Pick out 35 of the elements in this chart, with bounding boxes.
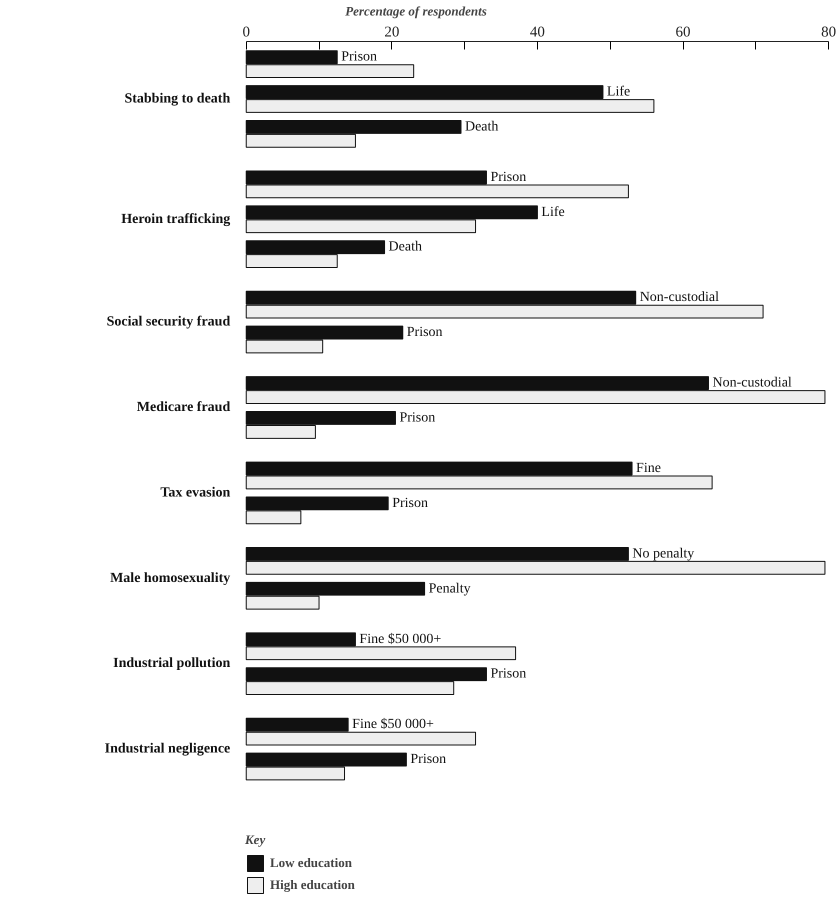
x-tick-label: 20 [384, 24, 400, 40]
x-tick-label: 40 [530, 24, 545, 40]
y-tick-label: Life [606, 84, 630, 100]
legend-label: Low education [270, 855, 352, 871]
y-tick-label: No penalty [632, 546, 694, 562]
y-tick-label: Fine [636, 461, 661, 476]
y-tick-label: Prison [406, 325, 443, 340]
x-tick-label: 80 [821, 24, 836, 40]
x-axis-title: Percentage of respondents [345, 4, 487, 18]
text: Industrial negligence [104, 742, 230, 757]
y-tick-label: Prison [341, 50, 378, 65]
y-tick-label: Death [388, 240, 422, 255]
text: Stabbing to death [124, 92, 230, 107]
y-tick-label: Death [464, 119, 498, 134]
y-tick-label: Prison [399, 410, 436, 426]
y-tick-label: Penalty [428, 581, 471, 596]
text: Male homosexuality [110, 570, 230, 586]
y-tick-label: Prison [490, 666, 526, 682]
y-tick-label: Life [541, 204, 565, 220]
y-tick-label: Fine $50 000+ [359, 632, 442, 647]
x-tick-label: 0 [242, 24, 250, 40]
y-tick-label: Prison [392, 496, 428, 511]
text: Heroin trafficking [121, 212, 230, 227]
y-tick-label: Prison [490, 170, 526, 185]
legend-label: High education [270, 877, 355, 893]
legend-title: Key [245, 832, 266, 848]
text: Medicare fraud [136, 400, 230, 415]
text: Social security fraud [106, 314, 230, 330]
y-tick-label: Prison [410, 752, 446, 768]
y-tick-label: Non-custodial [640, 290, 720, 306]
y-tick-label: Non-custodial [712, 376, 792, 391]
y-tick-label: Fine $50 000+ [352, 717, 434, 732]
x-tick-label: 60 [676, 24, 691, 40]
text: Industrial pollution [113, 656, 230, 672]
text: Tax evasion [160, 485, 230, 500]
